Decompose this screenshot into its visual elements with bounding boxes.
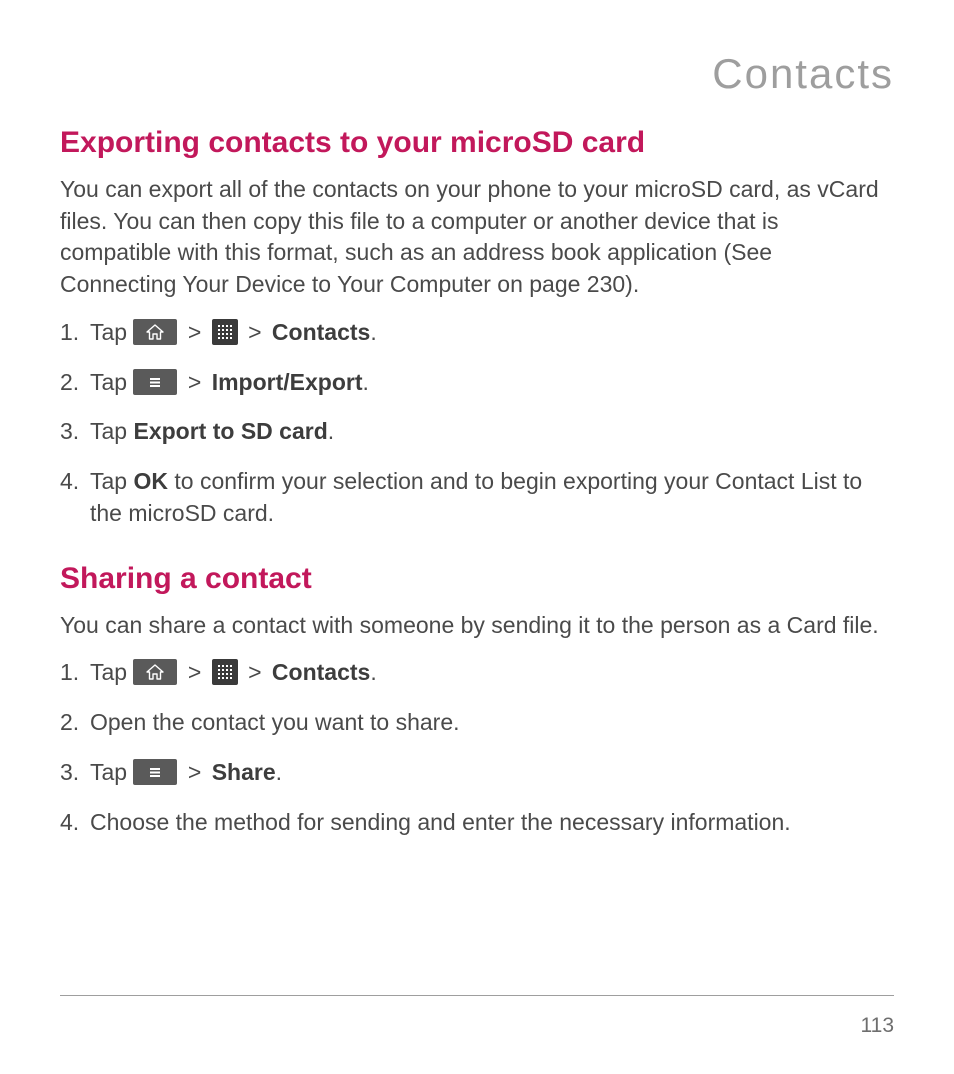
footer-rule xyxy=(60,995,894,996)
apps-grid-icon xyxy=(212,659,238,685)
step-text: Tap xyxy=(90,468,133,494)
gt-separator: > xyxy=(188,367,201,399)
section2-intro: You can share a contact with someone by … xyxy=(60,610,894,642)
section1-steps: Tap > > Contacts. Tap xyxy=(60,317,894,530)
step-bold: OK xyxy=(133,468,168,494)
section1-step-3: Tap Export to SD card. xyxy=(60,416,894,448)
step-bold: Contacts xyxy=(272,319,370,345)
section2-step-1: Tap > > Contacts. xyxy=(60,657,894,689)
chapter-title: Contacts xyxy=(60,50,894,98)
step-text: Tap xyxy=(90,319,133,345)
step-text: Choose the method for sending and enter … xyxy=(90,809,791,835)
step-text: Open the contact you want to share. xyxy=(90,709,460,735)
section-heading-export: Exporting contacts to your microSD card xyxy=(60,126,894,160)
section1-step-4: Tap OK to confirm your selection and to … xyxy=(60,466,894,529)
menu-icon xyxy=(133,759,177,785)
step-suffix: to confirm your selection and to begin e… xyxy=(90,468,862,526)
home-icon xyxy=(133,319,177,345)
step-period: . xyxy=(362,369,368,395)
gt-separator: > xyxy=(188,657,201,689)
step-text: Tap xyxy=(90,369,133,395)
step-bold: Contacts xyxy=(272,659,370,685)
step-period: . xyxy=(328,418,334,444)
gt-separator: > xyxy=(188,317,201,349)
step-text: Tap xyxy=(90,759,133,785)
section1-step-2: Tap > Import/Export. xyxy=(60,367,894,399)
step-bold: Export to SD card xyxy=(133,418,327,444)
step-period: . xyxy=(276,759,282,785)
home-icon xyxy=(133,659,177,685)
section1-intro: You can export all of the contacts on yo… xyxy=(60,174,894,301)
section2-steps: Tap > > Contacts. Open the contact xyxy=(60,657,894,838)
gt-separator: > xyxy=(248,657,261,689)
menu-icon xyxy=(133,369,177,395)
step-text: Tap xyxy=(90,659,133,685)
section2-step-3: Tap > Share. xyxy=(60,757,894,789)
step-text: Tap xyxy=(90,418,133,444)
manual-page: Contacts Exporting contacts to your micr… xyxy=(0,0,954,1074)
page-number: 113 xyxy=(861,1014,894,1038)
section-heading-share: Sharing a contact xyxy=(60,562,894,596)
gt-separator: > xyxy=(188,757,201,789)
gt-separator: > xyxy=(248,317,261,349)
step-bold: Import/Export xyxy=(212,369,363,395)
section2-step-4: Choose the method for sending and enter … xyxy=(60,807,894,839)
apps-grid-icon xyxy=(212,319,238,345)
step-period: . xyxy=(370,659,376,685)
section2-step-2: Open the contact you want to share. xyxy=(60,707,894,739)
section1-step-1: Tap > > Contacts. xyxy=(60,317,894,349)
step-period: . xyxy=(370,319,376,345)
step-bold: Share xyxy=(212,759,276,785)
